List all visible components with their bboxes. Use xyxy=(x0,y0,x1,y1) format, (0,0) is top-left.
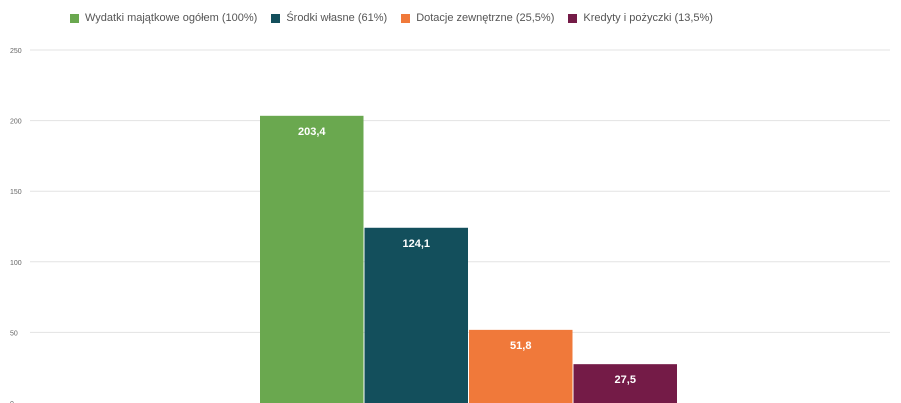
legend-label: Wydatki majątkowe ogółem (100%) xyxy=(85,12,258,24)
y-axis-ticks: 0 50 100 150 200 250 xyxy=(10,48,22,403)
data-label: 51,8 xyxy=(510,340,531,352)
bar xyxy=(364,227,468,403)
bar xyxy=(573,364,677,403)
bars xyxy=(260,115,677,403)
chart-legend: Wydatki majątkowe ogółem (100%) Środki w… xyxy=(70,9,713,27)
data-label: 27,5 xyxy=(615,374,636,386)
y-tick-label: 250 xyxy=(10,48,22,55)
legend-item-dotacje: Dotacje zewnętrzne (25,5%) xyxy=(401,12,554,24)
data-label: 203,4 xyxy=(298,126,326,138)
legend-item-wydatki: Wydatki majątkowe ogółem (100%) xyxy=(70,12,257,24)
bar xyxy=(260,115,364,403)
y-tick-label: 150 xyxy=(10,189,22,196)
y-tick-label: 0 xyxy=(10,401,14,403)
data-label: 124,1 xyxy=(402,238,430,250)
legend-label: Środki własne (61%) xyxy=(286,12,388,24)
legend-swatch xyxy=(271,13,281,23)
legend-item-kredyty: Kredyty i pożyczki (13,5%) xyxy=(568,12,713,24)
legend-item-srodki: Środki własne (61%) xyxy=(271,12,387,24)
y-tick-label: 200 xyxy=(10,119,22,126)
legend-swatch xyxy=(568,13,578,23)
legend-label: Kredyty i pożyczki (13,5%) xyxy=(583,12,713,24)
legend-label: Dotacje zewnętrzne (25,5%) xyxy=(416,12,555,24)
data-labels: 203,4 124,1 51,8 27,5 xyxy=(298,126,636,386)
legend-swatch xyxy=(401,13,411,23)
y-tick-label: 100 xyxy=(10,260,22,267)
legend-swatch xyxy=(70,13,79,23)
y-tick-label: 50 xyxy=(10,330,18,337)
bar xyxy=(469,329,573,403)
